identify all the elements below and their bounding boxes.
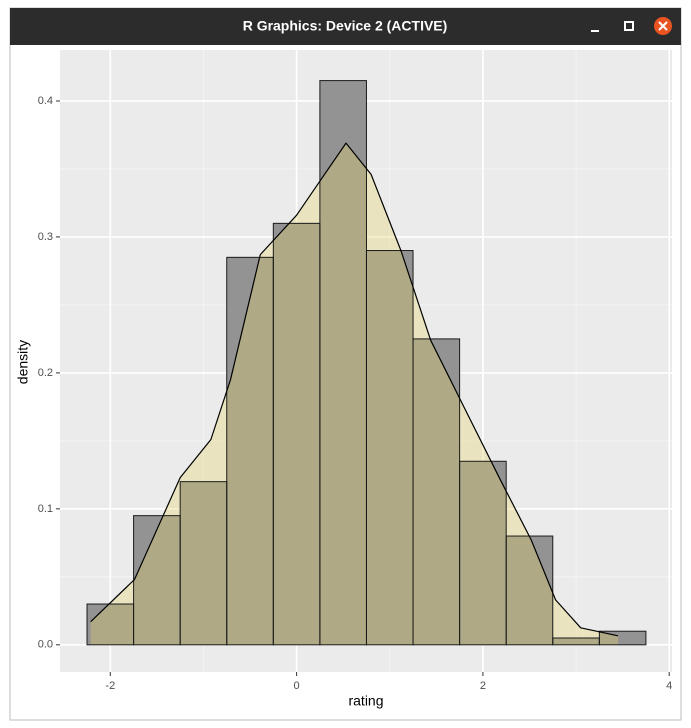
y-tick-label: 0.3 — [38, 231, 53, 243]
bar — [552, 638, 600, 645]
x-tick-label: 2 — [480, 680, 486, 692]
plot: -2 0 2 4 0.0 0.1 0.2 0.3 0.4 — [38, 50, 672, 692]
title-bar — [10, 8, 681, 45]
bar — [226, 257, 274, 645]
bar — [413, 338, 460, 645]
bar-outline — [598, 630, 647, 646]
close-button[interactable] — [654, 17, 672, 35]
bar — [506, 536, 553, 645]
y-tick-label: 0.1 — [38, 503, 53, 515]
y-tick-label: 0.2 — [38, 367, 53, 379]
window-title: R Graphics: Device 2 (ACTIVE) — [243, 18, 448, 34]
bar — [87, 604, 134, 645]
y-tick-label: 0.0 — [38, 639, 53, 651]
x-tick-label: -2 — [105, 680, 115, 692]
maximize-button[interactable] — [624, 21, 634, 31]
close-icon — [658, 21, 668, 31]
bar — [319, 80, 367, 645]
y-tick-label: 0.4 — [38, 95, 53, 107]
bar — [366, 250, 414, 645]
density-area — [90, 143, 618, 645]
x-tick-label: 4 — [666, 680, 672, 692]
x-tick-label: 0 — [294, 680, 300, 692]
bar — [273, 223, 320, 645]
density-line — [90, 142, 619, 637]
bar — [133, 515, 181, 645]
bar — [180, 481, 227, 645]
x-axis-title: rating — [348, 693, 383, 709]
y-axis-title: density — [15, 340, 31, 384]
bar — [459, 461, 507, 645]
